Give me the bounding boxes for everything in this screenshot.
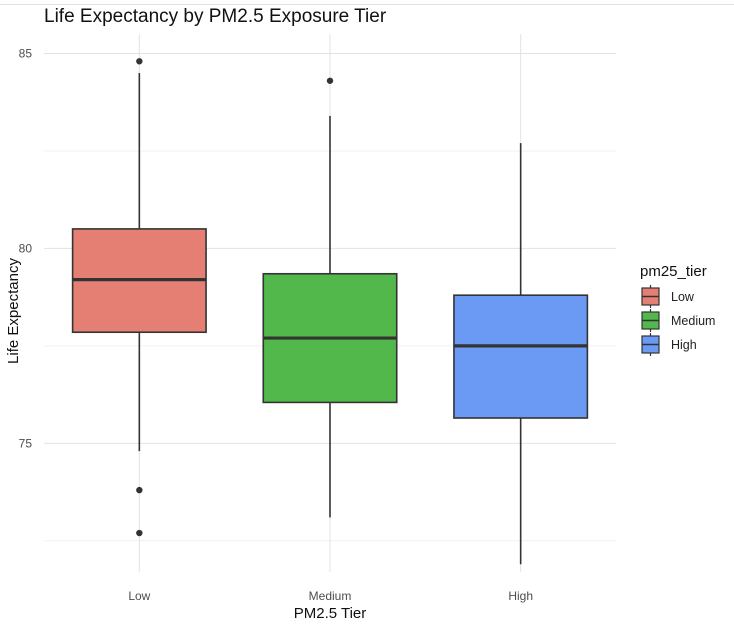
legend: pm25_tier Low Medium High <box>640 263 715 356</box>
y-tick-label: 75 <box>19 436 33 450</box>
y-axis-title: Life Expectancy <box>5 258 22 364</box>
x-tick-label: Medium <box>309 589 352 603</box>
boxes <box>71 58 589 565</box>
legend-label: Low <box>671 290 695 304</box>
box-medium <box>262 77 398 518</box>
box-high <box>453 143 589 565</box>
y-tick-label: 85 <box>19 46 33 60</box>
outlier-point <box>136 58 143 65</box>
outlier-point <box>326 77 334 84</box>
x-tick-label: High <box>508 589 533 603</box>
legend-label: Medium <box>671 314 715 328</box>
outlier-point <box>136 486 143 494</box>
legend-item-high: High <box>641 333 697 356</box>
legend-item-medium: Medium <box>641 309 715 332</box>
legend-item-low: Low <box>641 285 695 308</box>
chart-title: Life Expectancy by PM2.5 Exposure Tier <box>44 6 387 27</box>
box-low <box>71 58 207 537</box>
x-tick-label: Low <box>128 589 150 603</box>
y-tick-label: 80 <box>19 241 33 255</box>
box-iqr <box>453 294 589 419</box>
y-tick-labels: 75 80 85 <box>19 46 33 450</box>
legend-title: pm25_tier <box>640 263 707 280</box>
top-divider <box>0 4 734 5</box>
legend-label: High <box>671 338 697 352</box>
x-tick-labels: Low Medium High <box>128 589 533 603</box>
outlier-point <box>136 529 143 537</box>
x-axis-title: PM2.5 Tier <box>294 605 367 622</box>
